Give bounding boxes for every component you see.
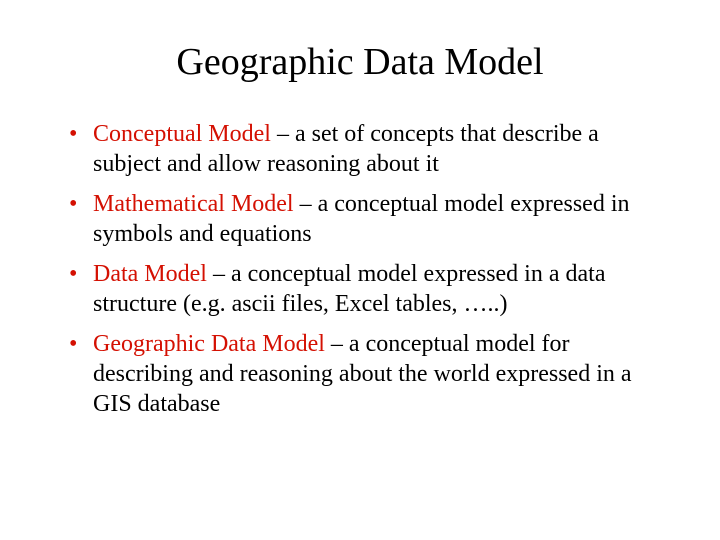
slide-title: Geographic Data Model	[55, 40, 665, 84]
bullet-list: Conceptual Model – a set of concepts tha…	[65, 119, 665, 419]
list-item: Data Model – a conceptual model expresse…	[65, 259, 665, 319]
term-text: Geographic Data Model	[93, 331, 325, 357]
list-item: Mathematical Model – a conceptual model …	[65, 189, 665, 249]
term-text: Data Model	[93, 261, 207, 287]
term-text: Conceptual Model	[93, 121, 271, 147]
slide: Geographic Data Model Conceptual Model –…	[0, 0, 720, 540]
list-item: Geographic Data Model – a conceptual mod…	[65, 329, 665, 419]
list-item: Conceptual Model – a set of concepts tha…	[65, 119, 665, 179]
term-text: Mathematical Model	[93, 191, 294, 217]
